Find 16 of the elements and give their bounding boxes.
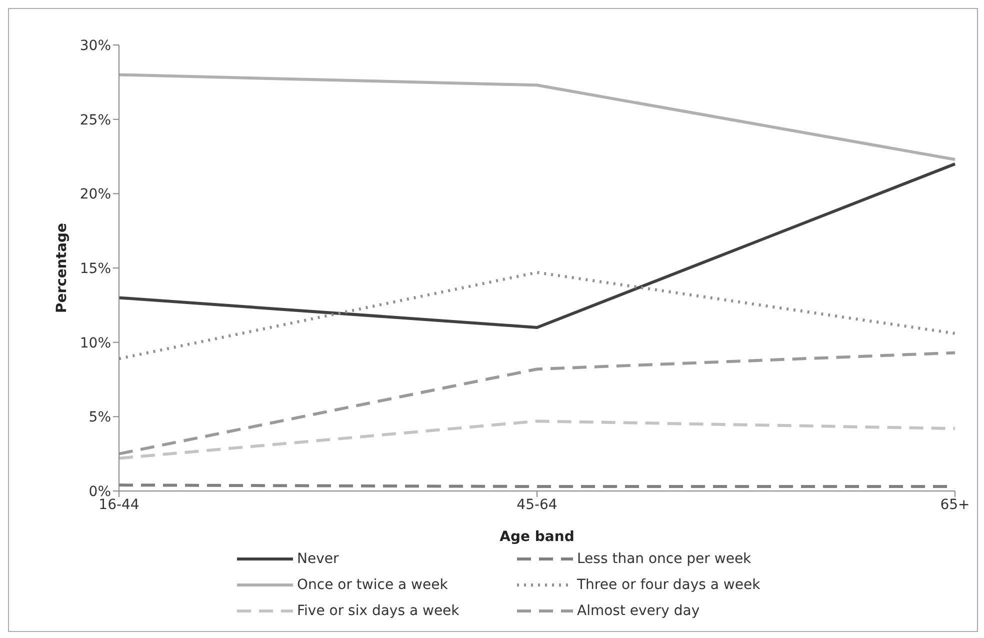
y-tick-label: 10% <box>80 335 111 352</box>
y-axis-title: Percentage <box>54 222 70 314</box>
legend-label: Almost every day <box>577 603 700 619</box>
y-tick-label: 5% <box>88 410 111 426</box>
legend-label: Less than once per week <box>577 551 752 567</box>
legend-label: Five or six days a week <box>297 603 460 619</box>
y-tick-label: 25% <box>80 112 111 128</box>
legend-label: Never <box>297 551 339 567</box>
x-axis-title: Age band <box>500 529 574 545</box>
x-tick-label: 45-64 <box>516 496 558 513</box>
legend-label: Three or four days a week <box>577 577 760 593</box>
legend-label: Once or twice a week <box>297 577 448 593</box>
y-tick-label: 20% <box>80 186 111 203</box>
y-tick-label: 30% <box>80 38 111 54</box>
y-tick-label: 15% <box>80 260 111 277</box>
x-tick-label: 65+ <box>940 496 970 513</box>
